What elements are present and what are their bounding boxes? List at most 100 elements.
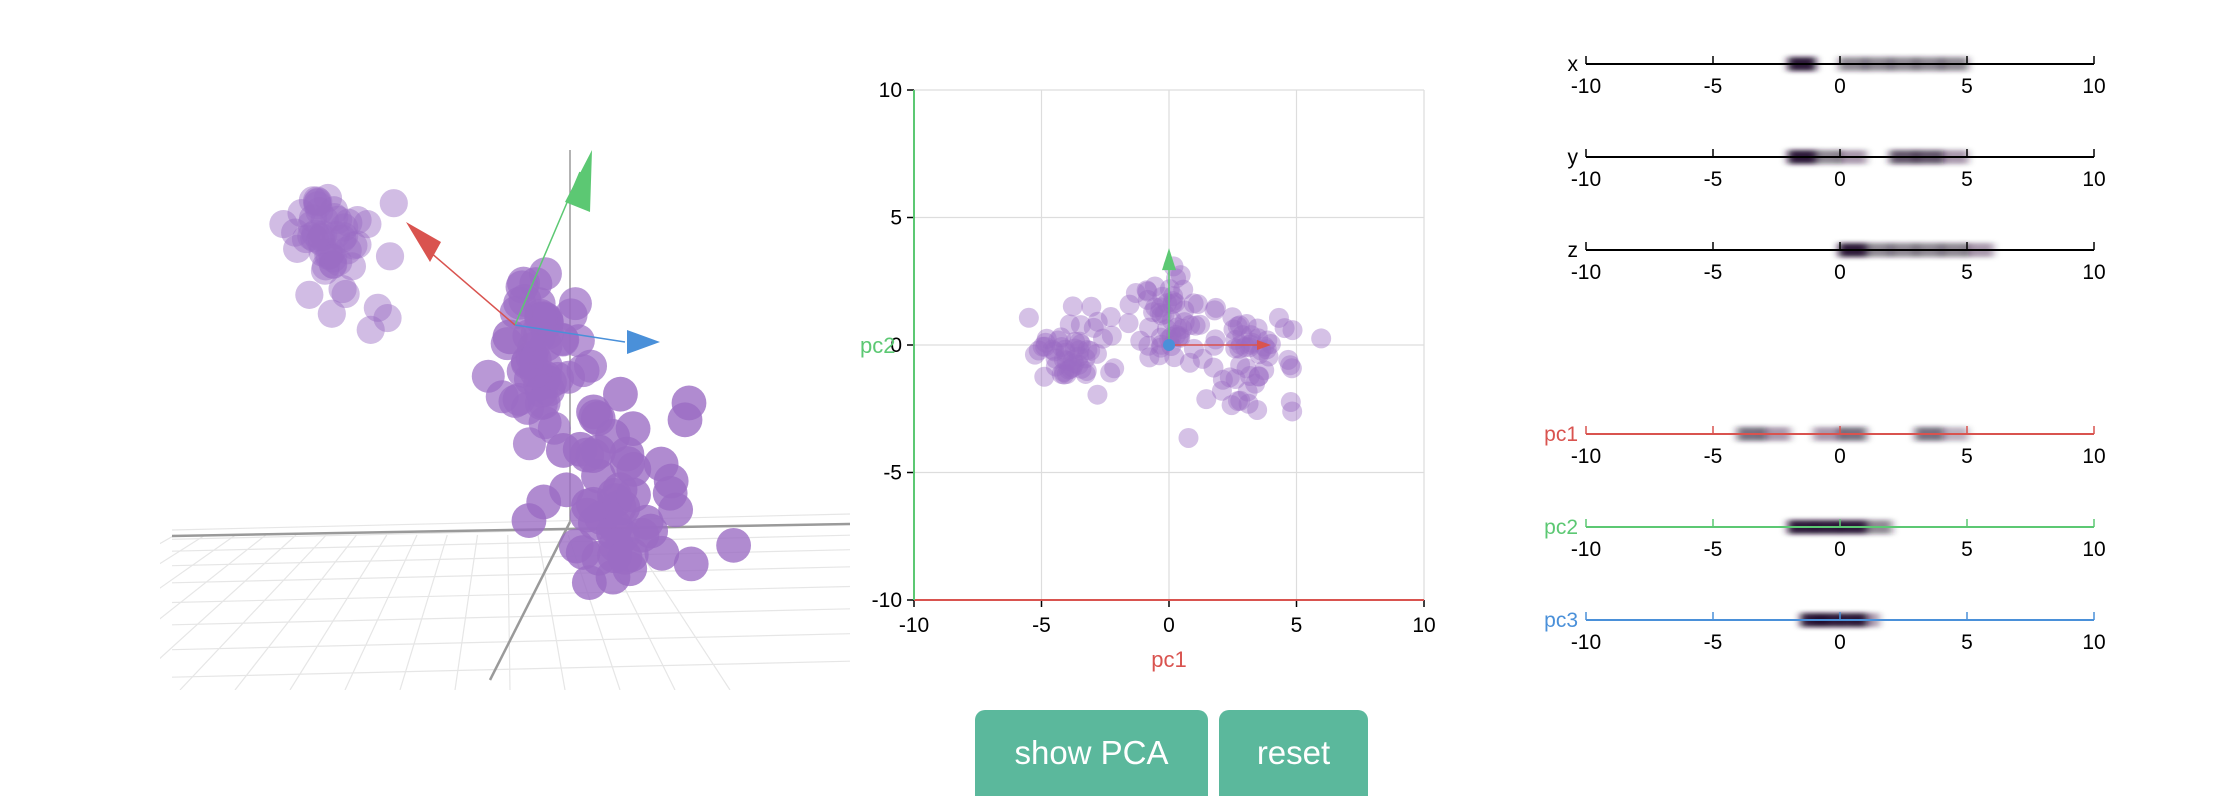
floor-axis-line [488,521,572,681]
density-strips-svg: -10 -5 0 5 10x-10 -5 0 5 10y-10 -5 0 5 10z-10 -5 0 5 10p… [1544,53,2106,654]
data-point-3d [565,535,601,570]
strip-tick-label: 5 [1961,538,1973,561]
data-point-3d [471,359,505,393]
strip-tick-label: 0 [1834,261,1846,284]
3d-scatter-view[interactable] [0,110,860,776]
data-point [1164,347,1185,368]
scatter-points [1018,256,1332,448]
data-point [1162,294,1183,315]
data-point [1165,292,1186,313]
data-point-3d [574,349,608,383]
data-point [1156,319,1177,340]
reset-button[interactable]: reset [1219,710,1368,796]
x-tick-label: -5 [1032,614,1051,637]
x-tick-label: 0 [1163,614,1175,637]
data-point [1203,357,1224,378]
strip-tick-label: 10 [2082,445,2105,468]
pc1-arrow-3d [429,251,516,326]
floor-grid-line [507,534,511,691]
data-point-3d [529,328,563,362]
data-point [1068,354,1089,375]
floor-grid-line [234,534,357,691]
data-point [1311,328,1332,349]
data-point-3d [309,220,338,249]
data-point [1170,265,1191,286]
data-point-3d [295,280,324,309]
data-point [1100,362,1121,383]
data-point-3d [671,385,707,421]
data-point [1028,340,1049,361]
data-point [1059,314,1080,335]
data-point [1087,311,1108,332]
data-point-3d [528,406,562,440]
data-point [1241,332,1262,353]
3d-scatter-svg[interactable] [0,110,860,776]
strip-tick-label: -10 [1571,631,1601,654]
floor-grid-line [171,585,851,604]
data-point [1183,293,1204,314]
data-point-3d [339,231,368,260]
data-point [1077,340,1098,361]
data-point [1083,317,1104,338]
data-point [1062,357,1083,378]
floor-grid-line [454,534,479,691]
floor-grid-line [171,566,851,584]
strip-tick-label: -10 [1571,261,1601,284]
data-point-3d [297,222,326,251]
data-point [1068,346,1089,367]
data-point [1044,341,1065,362]
data-point-3d [603,376,638,412]
strip-tick-label: -5 [1704,75,1723,98]
data-point-3d [379,189,408,218]
data-point-3d [313,183,343,213]
data-point-3d [304,187,333,216]
data-point [1179,352,1200,373]
density-band-pc1 [1737,427,1969,441]
data-point [1248,366,1269,387]
data-point-3d [298,186,328,215]
data-point-3d [673,546,709,582]
x-tick-label: -10 [899,614,929,637]
data-point [1053,349,1074,370]
strip-label-z: z [1568,239,1579,262]
data-point [1281,358,1302,379]
data-point-3d [317,237,346,267]
data-point [1139,317,1160,338]
data-point [1055,342,1076,363]
data-point [1204,300,1225,321]
data-point [1086,343,1107,364]
data-point-3d [301,219,330,248]
show-pca-button[interactable]: show PCA [975,710,1208,796]
strip-tick-label: -5 [1704,538,1723,561]
floor-grid-line [14,534,236,691]
data-point [1137,289,1158,310]
data-point-3d [526,484,562,520]
pc3-arrowhead-3d [627,330,660,354]
pc2-arrowhead-3d [565,150,592,212]
strip-tick-label: -5 [1704,445,1723,468]
floor-grid-line [124,534,297,691]
data-point-3d [297,210,326,239]
data-point [1065,331,1086,352]
data-point-3d [283,234,312,263]
data-point [1125,283,1146,304]
data-point [1151,305,1172,326]
data-point-3d [303,188,332,217]
data-point [1092,328,1113,349]
y-tick-label: 5 [890,207,902,230]
floor-grid-line [344,534,418,691]
strip-tick-label: -10 [1571,168,1601,191]
data-point [1223,319,1244,340]
data-point [1138,335,1159,356]
data-point [1239,337,1260,358]
data-point [1144,276,1165,297]
data-point [1060,358,1081,379]
data-point [1192,348,1213,369]
data-point-3d [281,218,310,247]
data-point [1070,334,1091,355]
data-point-3d [321,220,350,250]
density-strips: -10 -5 0 5 10 x -10 -5 0 5 10 y -10 -5 0 5 10 z -10 -5 0 5 10 p… [1500,30,2140,680]
data-point-3d [314,241,343,270]
data-point [1045,356,1066,377]
data-point-3d [329,213,359,242]
